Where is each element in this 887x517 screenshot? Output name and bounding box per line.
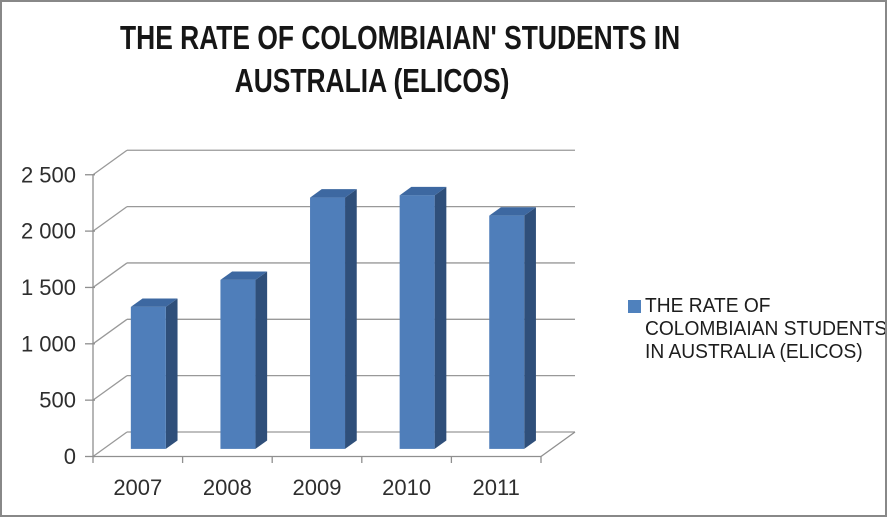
gridline-wall-diagonal xyxy=(92,431,128,458)
y-axis-label-0: 0 xyxy=(64,444,76,469)
x-axis-label-2009: 2009 xyxy=(293,475,342,500)
chart-title: THE RATE OF COLOMBIAIAN' STUDENTS IN AUS… xyxy=(120,16,681,102)
y-axis-label-1000: 1 000 xyxy=(21,331,76,356)
bar-top-face-2007 xyxy=(130,298,178,307)
chart-title-line2: AUSTRALIA (ELICOS) xyxy=(234,62,510,99)
bar-2008[interactable] xyxy=(220,279,256,449)
gridline-wall-diagonal xyxy=(92,206,128,232)
legend-label-line3: IN AUSTRALIA (ELICOS) xyxy=(645,341,863,363)
floor-right-edge xyxy=(540,431,576,458)
legend-label-line1: THE RATE OF xyxy=(645,295,771,317)
x-axis-label-2007: 2007 xyxy=(113,475,162,500)
gridline-wall-diagonal xyxy=(92,318,128,345)
x-axis-label-2008: 2008 xyxy=(203,475,252,500)
y-axis-label-2000: 2 000 xyxy=(21,219,76,244)
x-axis-label-2011: 2011 xyxy=(473,475,520,500)
bar-side-face-2010 xyxy=(434,186,447,449)
bar-side-face-2011 xyxy=(524,207,536,449)
legend[interactable]: THE RATE OF COLOMBIAIAN STUDENTS IN AUST… xyxy=(628,295,885,364)
bar-2007[interactable] xyxy=(130,306,166,449)
legend-label-line2: COLOMBIAIAN STUDENTS xyxy=(645,318,887,340)
bar-2009[interactable] xyxy=(310,197,346,449)
y-axis-label-1500: 1 500 xyxy=(21,275,76,300)
bar-side-face-2007 xyxy=(165,298,178,449)
bar-side-face-2009 xyxy=(345,189,357,449)
chart-title-line1: THE RATE OF COLOMBIAIAN' STUDENTS IN xyxy=(120,19,681,56)
bar-top-face-2009 xyxy=(310,189,357,198)
y-axis-label-2500: 2 500 xyxy=(21,162,76,187)
series-color-square-icon xyxy=(628,300,641,313)
bar-2011[interactable] xyxy=(489,215,525,449)
gridline-wall-diagonal xyxy=(92,262,128,288)
bar-2010[interactable] xyxy=(399,195,435,449)
bar-top-face-2008 xyxy=(220,271,268,280)
x-axis-label-2010: 2010 xyxy=(382,475,431,500)
gridline-wall-diagonal xyxy=(92,375,128,401)
y-axis-label-500: 500 xyxy=(39,388,76,413)
legend-label: THE RATE OF COLOMBIAIAN STUDENTS IN AUST… xyxy=(645,295,887,364)
bar-top-face-2010 xyxy=(399,186,447,196)
bar-side-face-2008 xyxy=(255,271,268,449)
gridline-wall-diagonal xyxy=(92,149,128,176)
bar-top-face-2011 xyxy=(489,207,536,216)
